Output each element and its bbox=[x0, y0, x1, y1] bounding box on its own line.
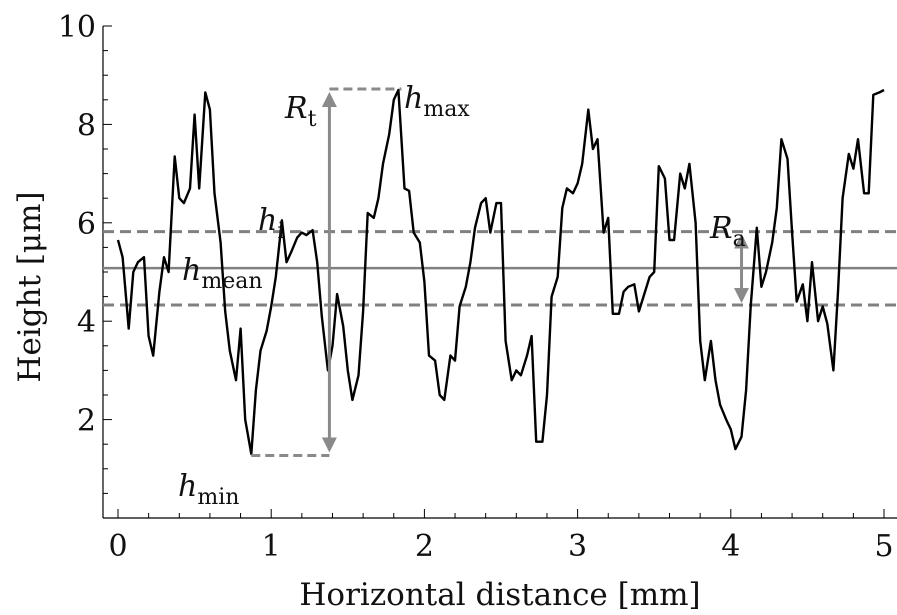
y-tick-label: 10 bbox=[58, 10, 96, 45]
ra-label: Ra bbox=[709, 211, 746, 252]
hi-label: hi bbox=[258, 203, 284, 244]
x-tick-label: 4 bbox=[721, 529, 740, 564]
x-tick-label: 2 bbox=[415, 529, 434, 564]
reference-lines bbox=[103, 230, 897, 307]
hmax-label: hmax bbox=[404, 81, 470, 122]
y-tick-label: 6 bbox=[77, 207, 96, 242]
hmean-label: hmean bbox=[182, 253, 263, 294]
hmin-label: hmin bbox=[178, 469, 239, 510]
profile-series bbox=[116, 88, 885, 456]
y-tick-label: 4 bbox=[77, 305, 96, 340]
x-tick-label: 5 bbox=[874, 529, 893, 564]
annotations: Rt hmax hi hmean hmin Ra bbox=[178, 81, 750, 510]
y-tick-label: 8 bbox=[77, 108, 96, 143]
y-axis-title: Height [μm] bbox=[12, 191, 48, 382]
rt-label: Rt bbox=[284, 91, 317, 132]
axes: 0 1 2 3 4 5 2 4 6 8 10 bbox=[58, 10, 897, 564]
x-tick-label: 1 bbox=[262, 529, 281, 564]
profile-line bbox=[116, 88, 885, 456]
axis-labels: Horizontal distance [mm] Height [μm] bbox=[12, 191, 701, 613]
x-tick-label: 3 bbox=[568, 529, 587, 564]
y-tick-label: 2 bbox=[77, 404, 96, 439]
x-tick-label: 0 bbox=[108, 529, 127, 564]
x-axis-title: Horizontal distance [mm] bbox=[299, 577, 700, 613]
